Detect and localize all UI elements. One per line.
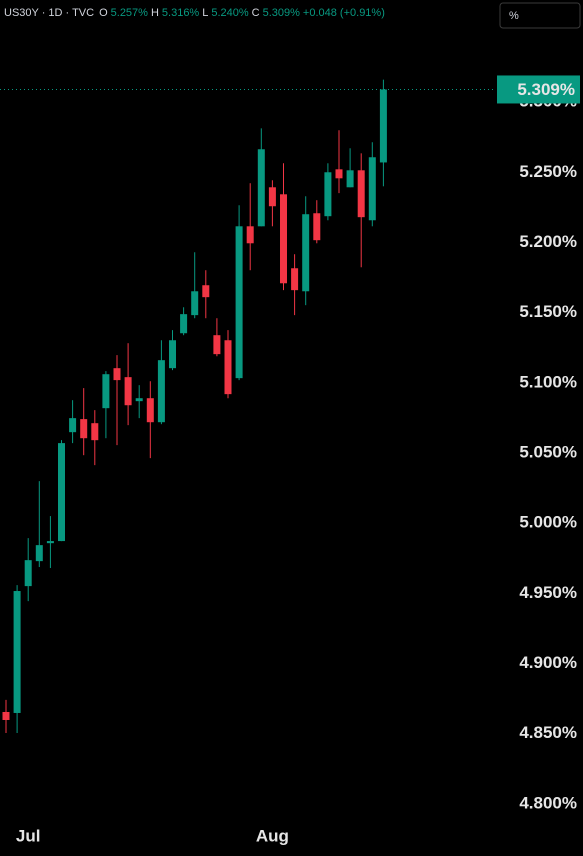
candle-body	[368, 157, 376, 221]
candle-body	[257, 149, 265, 227]
candle-body	[91, 423, 99, 441]
candle-body	[302, 214, 310, 292]
candle-body	[280, 194, 287, 284]
legend-text: O	[99, 7, 108, 19]
y-tick-label: 5.150%	[519, 302, 577, 321]
legend-text: H	[151, 7, 159, 19]
y-tick-label: 5.050%	[519, 442, 577, 461]
x-tick-label: Jul	[16, 826, 41, 845]
candle-body	[246, 226, 254, 244]
y-tick-label: 4.850%	[519, 723, 577, 742]
y-tick-label: 4.800%	[519, 793, 577, 812]
unit-input[interactable]	[499, 2, 581, 29]
candle-body	[124, 377, 132, 406]
legend-text: 5.316%	[162, 7, 200, 19]
legend-text: US30Y · 1D · TVC	[4, 7, 94, 19]
candle-body	[102, 374, 110, 409]
candle-body	[379, 89, 387, 163]
candle-body	[58, 443, 65, 542]
candle-body	[268, 187, 276, 207]
candle-body	[313, 213, 321, 241]
candle-body	[169, 340, 176, 369]
legend-text: +0.048 (+0.91%)	[303, 7, 385, 19]
candle-body	[13, 591, 21, 713]
candle-body	[113, 368, 121, 381]
candle-body	[335, 169, 343, 179]
unit-text: %	[509, 10, 519, 22]
candle-body	[235, 226, 243, 379]
y-tick-label: 4.900%	[519, 653, 577, 672]
last-price-label: 5.309%	[517, 80, 575, 99]
candle-body	[35, 545, 43, 562]
candle-body	[180, 314, 188, 334]
legend-text: 5.240%	[211, 7, 249, 19]
candle-body	[2, 711, 10, 720]
candle-body	[357, 170, 365, 218]
candle-body	[69, 418, 77, 433]
legend-text: L	[202, 7, 208, 19]
y-tick-label: 5.000%	[519, 513, 577, 532]
candle-body	[80, 419, 88, 439]
legend-text: 5.309%	[263, 7, 301, 19]
candle-body	[213, 335, 221, 355]
candle-body	[146, 398, 154, 423]
candle-body	[224, 340, 232, 395]
x-tick-label: Aug	[256, 826, 289, 845]
candle-body	[291, 268, 299, 291]
legend-text: C	[252, 7, 260, 19]
candle-body	[135, 398, 143, 402]
y-tick-label: 5.200%	[519, 232, 577, 251]
candle-body	[24, 560, 32, 587]
last-price-box	[497, 75, 580, 104]
candle-body	[346, 170, 354, 188]
candle-body	[191, 291, 199, 316]
legend: US30Y · 1D · TVC O 5.257% H 5.316% L 5.240% C 5.…	[4, 7, 385, 19]
y-tick-label: 5.250%	[519, 162, 577, 181]
candle-body	[157, 360, 165, 423]
y-tick-label: 5.100%	[519, 372, 577, 391]
legend-text: 5.257%	[111, 7, 149, 19]
candle-body	[202, 285, 210, 298]
y-tick-label: 4.950%	[519, 583, 577, 602]
candle-body	[324, 172, 332, 217]
candle-body	[46, 541, 54, 544]
